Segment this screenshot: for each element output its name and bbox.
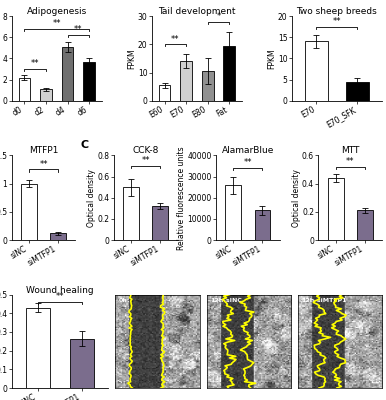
Title: Adipogenesis: Adipogenesis <box>27 7 87 16</box>
Text: C: C <box>81 140 89 150</box>
Text: **: ** <box>39 160 48 169</box>
Bar <box>223 46 235 101</box>
Bar <box>19 78 30 101</box>
Title: Tail development: Tail development <box>158 7 235 16</box>
Bar <box>180 61 192 101</box>
Text: 12h-siMTFP1: 12h-siMTFP1 <box>301 298 347 303</box>
Bar <box>83 62 95 101</box>
Bar <box>305 42 328 101</box>
Text: **: ** <box>56 292 64 301</box>
Text: *: * <box>216 12 220 21</box>
Bar <box>152 206 168 240</box>
Bar <box>70 338 94 388</box>
Title: AlamarBlue: AlamarBlue <box>222 146 274 155</box>
Bar <box>357 210 373 240</box>
Title: MTFP1: MTFP1 <box>29 146 58 155</box>
Bar <box>26 308 50 388</box>
Y-axis label: FPKM: FPKM <box>127 48 136 69</box>
Text: **: ** <box>31 60 39 68</box>
Bar <box>346 82 369 101</box>
Bar <box>328 178 344 240</box>
Bar <box>50 234 66 240</box>
Title: Wound healing: Wound healing <box>26 286 94 294</box>
Title: CCK-8: CCK-8 <box>132 146 159 155</box>
Y-axis label: FPKM: FPKM <box>267 48 277 69</box>
Text: **: ** <box>74 26 83 34</box>
Bar <box>254 210 271 240</box>
Bar <box>202 71 213 101</box>
Y-axis label: Relative fluorescence units: Relative fluorescence units <box>177 146 186 250</box>
Text: **: ** <box>333 17 341 26</box>
Y-axis label: Relative expression: Relative expression <box>0 21 1 96</box>
Text: 12h-sINC: 12h-sINC <box>210 298 242 303</box>
Text: **: ** <box>244 158 252 168</box>
Y-axis label: Optical density: Optical density <box>291 169 301 227</box>
Bar <box>62 47 73 101</box>
Title: MTT: MTT <box>341 146 359 155</box>
Bar <box>40 89 52 101</box>
Bar <box>159 85 171 101</box>
Bar <box>123 187 139 240</box>
Bar <box>21 184 37 240</box>
Text: 0h: 0h <box>119 298 127 303</box>
Text: **: ** <box>52 19 61 28</box>
Text: **: ** <box>171 35 179 44</box>
Text: **: ** <box>346 157 354 166</box>
Text: **: ** <box>142 156 150 165</box>
Bar <box>225 185 241 240</box>
Title: Two sheep breeds: Two sheep breeds <box>296 7 378 16</box>
Y-axis label: Optical density: Optical density <box>87 169 96 227</box>
